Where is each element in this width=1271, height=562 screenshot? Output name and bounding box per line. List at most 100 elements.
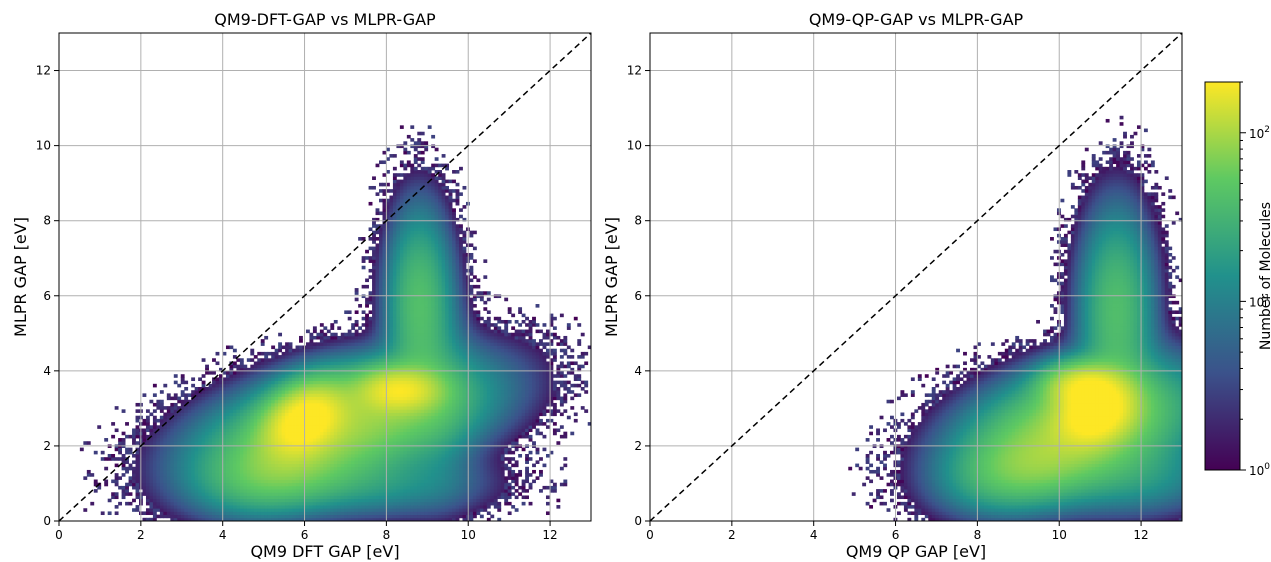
left-heat-cell bbox=[295, 469, 300, 474]
left-heat-cell bbox=[403, 441, 408, 445]
left-heat-cell bbox=[267, 476, 272, 480]
left-heat-cell bbox=[406, 425, 411, 429]
left-heat-cell bbox=[399, 466, 404, 471]
left-heat-cell bbox=[253, 479, 258, 484]
left-heat-cell bbox=[184, 428, 189, 433]
left-heat-cell bbox=[410, 390, 415, 394]
left-heat-cell bbox=[392, 469, 397, 474]
left-heat-cell bbox=[365, 501, 369, 506]
left-heat-cell bbox=[319, 355, 324, 359]
left-heat-cell bbox=[274, 415, 279, 420]
left-heat-cell bbox=[305, 380, 310, 385]
left-heat-cell bbox=[163, 469, 168, 474]
left-heat-cell bbox=[222, 492, 227, 496]
left-heat-cell bbox=[399, 460, 404, 464]
left-heat-cell bbox=[406, 501, 411, 506]
left-heat-cell bbox=[396, 514, 401, 519]
left-heat-cell bbox=[232, 505, 237, 509]
left-heat-cell bbox=[368, 422, 373, 426]
left-heat-cell bbox=[403, 332, 408, 337]
left-heat-cell bbox=[281, 501, 286, 506]
left-heat-cell bbox=[351, 348, 356, 353]
left-heat-cell bbox=[184, 450, 189, 455]
left-heat-cell bbox=[417, 288, 422, 292]
left-heat-cell bbox=[312, 329, 317, 334]
left-heat-cell bbox=[403, 355, 408, 359]
left-heat-cell bbox=[347, 355, 352, 359]
left-heat-cell bbox=[410, 173, 415, 177]
left-heat-cell bbox=[385, 479, 390, 484]
left-heat-cell bbox=[145, 482, 150, 487]
left-heat-cell bbox=[368, 460, 373, 464]
left-heat-cell bbox=[347, 463, 352, 468]
left-heat-cell bbox=[372, 185, 376, 190]
left-heat-cell bbox=[316, 393, 321, 397]
left-heat-cell bbox=[198, 377, 203, 382]
left-heat-cell bbox=[396, 380, 401, 385]
left-heat-cell bbox=[208, 450, 213, 455]
left-heat-cell bbox=[232, 434, 237, 439]
left-heat-cell bbox=[205, 479, 209, 484]
left-heat-cell bbox=[288, 457, 293, 461]
left-heat-cell bbox=[288, 469, 293, 474]
left-heat-cell bbox=[156, 438, 161, 442]
left-heat-cell bbox=[250, 406, 255, 410]
left-heat-cell bbox=[299, 418, 303, 423]
left-heat-cell bbox=[410, 144, 415, 149]
left-heat-cell bbox=[354, 485, 359, 490]
left-heat-cell bbox=[365, 466, 369, 471]
left-heat-cell bbox=[406, 224, 411, 228]
left-heat-cell bbox=[340, 453, 345, 458]
left-heat-cell bbox=[368, 316, 373, 321]
left-heat-cell bbox=[292, 498, 296, 503]
left-heat-cell bbox=[410, 195, 415, 200]
left-heat-cell bbox=[212, 501, 216, 506]
left-heat-cell bbox=[166, 396, 171, 401]
left-heat-cell bbox=[379, 367, 383, 372]
left-heat-cell bbox=[135, 425, 140, 429]
left-heat-cell bbox=[399, 342, 404, 346]
left-heat-cell bbox=[316, 383, 321, 388]
left-heat-cell bbox=[403, 316, 408, 321]
left-heat-cell bbox=[319, 505, 324, 509]
left-heat-cell bbox=[257, 412, 262, 417]
left-heat-cell bbox=[344, 501, 349, 506]
left-heat-cell bbox=[354, 415, 359, 420]
left-heat-cell bbox=[413, 438, 418, 442]
left-heat-cell bbox=[104, 479, 109, 484]
left-heat-cell bbox=[281, 371, 286, 375]
left-heat-cell bbox=[152, 383, 157, 388]
left-heat-cell bbox=[316, 441, 321, 445]
left-heat-cell bbox=[219, 514, 223, 519]
left-heat-cell bbox=[361, 367, 366, 372]
left-heat-cell bbox=[222, 505, 227, 509]
left-heat-cell bbox=[232, 441, 237, 445]
left-heat-cell bbox=[351, 514, 356, 519]
left-heat-cell bbox=[309, 342, 314, 346]
left-heat-cell bbox=[389, 428, 394, 433]
left-heat-cell bbox=[243, 402, 248, 407]
left-heat-cell bbox=[372, 358, 376, 362]
left-heat-cell bbox=[281, 345, 286, 350]
left-heat-cell bbox=[257, 505, 262, 509]
left-heat-cell bbox=[156, 457, 161, 461]
left-heat-cell bbox=[288, 345, 293, 350]
left-heat-cell bbox=[406, 256, 411, 260]
left-heat-cell bbox=[299, 367, 303, 372]
left-heat-cell bbox=[358, 383, 363, 388]
left-heat-cell bbox=[222, 441, 227, 445]
left-heat-cell bbox=[392, 265, 397, 270]
left-heat-cell bbox=[264, 498, 269, 503]
left-heat-cell bbox=[156, 501, 161, 506]
left-heat-cell bbox=[145, 511, 150, 516]
left-heat-cell bbox=[340, 415, 345, 420]
left-heat-cell bbox=[358, 508, 363, 512]
left-heat-cell bbox=[333, 367, 338, 372]
left-heat-cell bbox=[149, 438, 154, 442]
left-heat-cell bbox=[326, 473, 331, 477]
left-heat-cell bbox=[278, 476, 283, 480]
left-heat-cell bbox=[361, 390, 366, 394]
left-heat-cell bbox=[372, 505, 376, 509]
left-heat-cell bbox=[305, 466, 310, 471]
left-heat-cell bbox=[299, 428, 303, 433]
